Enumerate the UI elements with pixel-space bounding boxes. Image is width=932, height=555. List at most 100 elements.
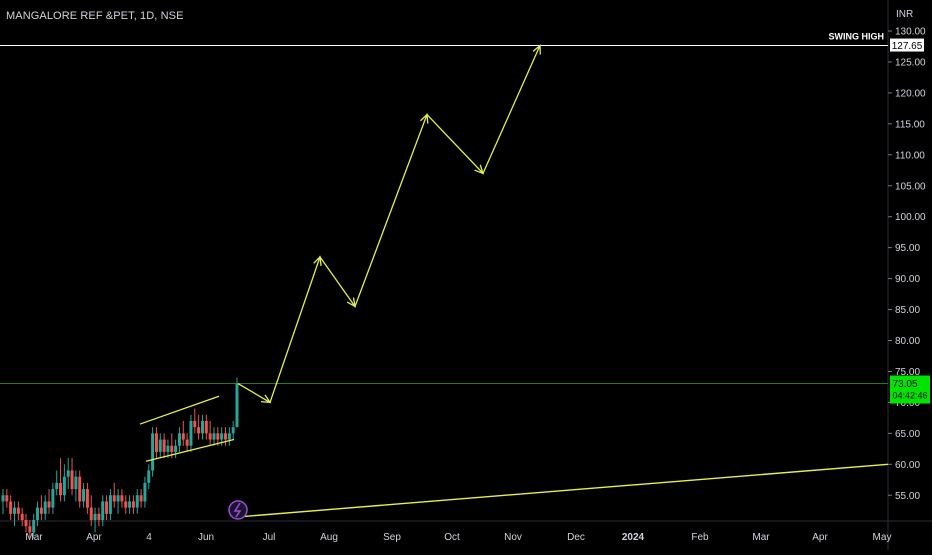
swing-high-price-text: 127.65 (892, 41, 923, 52)
candle-body[interactable] (24, 520, 28, 527)
time-tick-label: Aug (320, 532, 338, 543)
candle-body[interactable] (97, 513, 101, 521)
candle-body[interactable] (70, 470, 74, 490)
candle-body[interactable] (59, 482, 63, 496)
swing-high-label: SWING HIGH (829, 32, 885, 42)
price-tick-label: 125.00 (895, 57, 926, 68)
price-tick-label: 75.00 (895, 367, 920, 378)
time-tick-label: Apr (812, 532, 828, 543)
candle-body[interactable] (193, 420, 197, 428)
candle-body[interactable] (216, 433, 220, 440)
candle-body[interactable] (208, 433, 212, 440)
candle-body[interactable] (223, 433, 227, 440)
currency-label: INR (896, 9, 914, 20)
candle-body[interactable] (147, 470, 151, 483)
candle-body[interactable] (16, 507, 20, 514)
candle-body[interactable] (62, 476, 66, 496)
candle-body[interactable] (227, 433, 231, 440)
candle-body[interactable] (231, 427, 235, 434)
candle-body[interactable] (212, 433, 216, 440)
candle-body[interactable] (189, 420, 193, 446)
price-tick-label: 55.00 (895, 491, 920, 502)
candle-body[interactable] (105, 501, 109, 514)
candle-body[interactable] (66, 470, 70, 477)
flag-upper-line[interactable] (139, 395, 220, 425)
candle-body[interactable] (28, 526, 32, 533)
candle-body[interactable] (55, 482, 59, 490)
candle-body[interactable] (101, 501, 105, 521)
candle-body[interactable] (116, 495, 120, 502)
candle-body[interactable] (143, 482, 147, 502)
price-tick-label: 90.00 (895, 274, 920, 285)
time-tick-label: Oct (444, 532, 460, 543)
projection-path[interactable] (237, 45, 541, 404)
candle-body[interactable] (174, 445, 178, 452)
candle-body[interactable] (204, 420, 208, 434)
price-tick-label: 105.00 (895, 181, 926, 192)
candle-body[interactable] (131, 501, 135, 508)
candle-body[interactable] (78, 476, 82, 502)
candle-body[interactable] (93, 513, 97, 521)
projection-arrowhead (260, 394, 272, 404)
candle-body[interactable] (9, 501, 13, 514)
candle-body[interactable] (20, 513, 24, 521)
symbol-title[interactable]: MANGALORE REF &PET, 1D, NSE (6, 10, 184, 22)
candle-body[interactable] (74, 476, 78, 490)
candle-body[interactable] (82, 489, 86, 502)
candle-body[interactable] (170, 445, 174, 452)
candle-body[interactable] (112, 495, 116, 502)
lightning-glyph (233, 502, 242, 518)
candle-body[interactable] (13, 507, 17, 514)
candle-body[interactable] (108, 495, 112, 514)
candle-body[interactable] (177, 433, 181, 446)
candle-body[interactable] (89, 507, 93, 521)
candle-body[interactable] (162, 439, 166, 452)
candle-body[interactable] (135, 495, 139, 508)
price-tick-label: 100.00 (895, 212, 926, 223)
price-tick-label: 85.00 (895, 305, 920, 316)
projection-arrowhead (313, 255, 322, 266)
candle-body[interactable] (151, 433, 155, 471)
candle-body[interactable] (185, 439, 189, 446)
candle-body[interactable] (120, 495, 124, 502)
candle-body[interactable] (128, 501, 132, 508)
time-tick-label: Jun (198, 532, 214, 543)
current-price-text: 73.05 (892, 379, 917, 390)
projection-arrowhead (346, 297, 356, 308)
flag-lower-line[interactable] (145, 438, 235, 462)
price-tick-label: 60.00 (895, 460, 920, 471)
candle-body[interactable] (43, 501, 47, 514)
candle-body[interactable] (47, 501, 51, 508)
price-tick-label: 95.00 (895, 243, 920, 254)
long-trendline[interactable] (237, 463, 889, 518)
candle-body[interactable] (36, 507, 40, 521)
candle-body[interactable] (158, 439, 162, 452)
time-tick-label: Sep (383, 532, 401, 543)
candle-body[interactable] (139, 495, 143, 502)
time-tick-label: Dec (567, 532, 585, 543)
candle-body[interactable] (197, 427, 201, 434)
price-tick-label: 130.00 (895, 27, 926, 38)
candle-body[interactable] (5, 495, 9, 502)
candle-body[interactable] (39, 507, 43, 514)
candle-body[interactable] (181, 433, 185, 440)
alert-lightning-icon[interactable] (228, 500, 248, 520)
time-tick-label: Feb (691, 532, 709, 543)
candle-body[interactable] (166, 445, 170, 452)
candle-body[interactable] (124, 501, 128, 508)
candle-body[interactable] (1, 495, 5, 502)
candle-body[interactable] (200, 420, 204, 434)
time-tick-label: Mar (752, 532, 770, 543)
candle-body[interactable] (235, 383, 239, 428)
time-tick-label: Apr (86, 532, 102, 543)
price-tick-label: 120.00 (895, 88, 926, 99)
candle-body[interactable] (154, 433, 158, 452)
candle-body[interactable] (32, 520, 36, 533)
candle-body[interactable] (220, 433, 224, 440)
current-price-badge (890, 375, 930, 404)
time-tick-label: Mar (25, 532, 43, 543)
candle-body[interactable] (51, 489, 55, 508)
candle-body[interactable] (85, 489, 89, 508)
